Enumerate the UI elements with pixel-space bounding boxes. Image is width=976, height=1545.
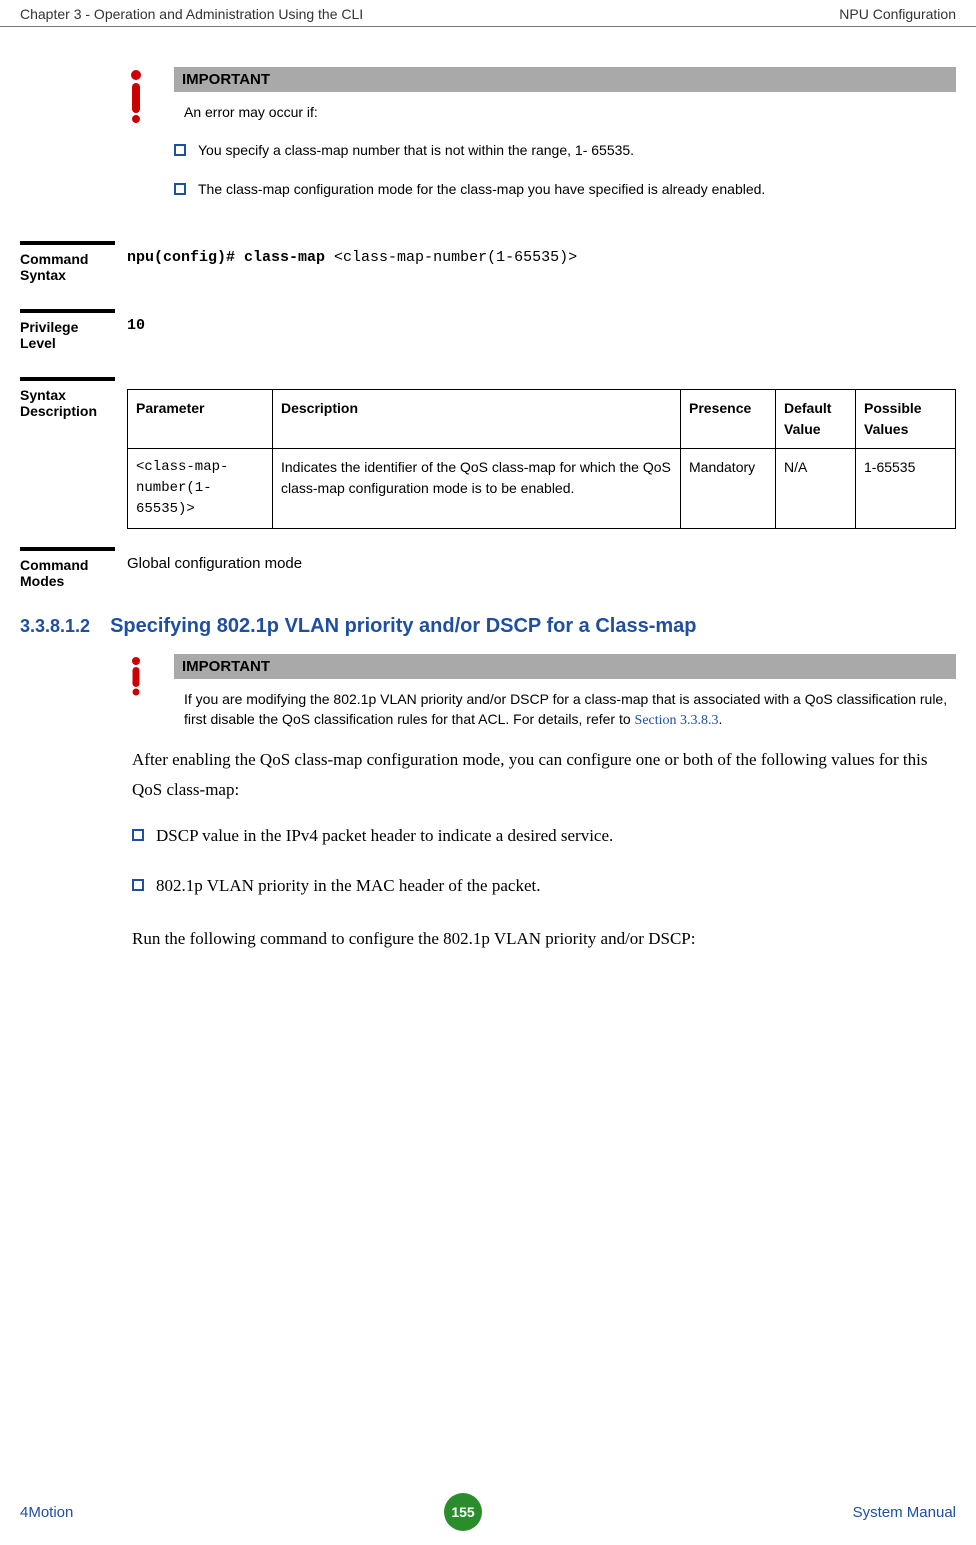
list-item: DSCP value in the IPv4 packet header to …	[132, 823, 956, 849]
col-presence: Presence	[681, 389, 776, 448]
section-link[interactable]: Section 3.3.8.3	[635, 713, 719, 728]
syntax-description-row: Syntax Description Parameter Description…	[20, 377, 956, 529]
bullet-icon	[132, 829, 144, 841]
important-text-span: If you are modifying the 802.1p VLAN pri…	[184, 691, 947, 727]
command-syntax-row: Command Syntax npu(config)# class-map <c…	[20, 241, 956, 283]
important-icon	[112, 67, 160, 123]
page-number: 155	[444, 1493, 482, 1531]
list-item: The class-map configuration mode for the…	[174, 179, 956, 199]
body-paragraph-1: After enabling the QoS class-map configu…	[132, 745, 956, 805]
section-title: Specifying 802.1p VLAN priority and/or D…	[110, 615, 696, 638]
page-footer: 4Motion 155 System Manual	[0, 1493, 976, 1531]
col-possible: Possible Values	[856, 389, 956, 448]
bullet-icon	[174, 144, 186, 156]
footer-left: 4Motion	[20, 1504, 73, 1521]
list-item: 802.1p VLAN priority in the MAC header o…	[132, 873, 956, 899]
footer-right: System Manual	[853, 1504, 956, 1521]
header-right: NPU Configuration	[839, 6, 956, 22]
bullet-text: The class-map configuration mode for the…	[198, 179, 765, 199]
important-note-1: IMPORTANT An error may occur if: You spe…	[112, 67, 956, 217]
cell-description: Indicates the identifier of the QoS clas…	[273, 448, 681, 528]
page: Chapter 3 - Operation and Administration…	[0, 0, 976, 1545]
syntax-description-value: Parameter Description Presence Default V…	[127, 377, 956, 529]
page-header: Chapter 3 - Operation and Administration…	[0, 0, 976, 27]
section-number: 3.3.8.1.2	[20, 616, 90, 637]
command-syntax-value: npu(config)# class-map <class-map-number…	[127, 241, 956, 266]
col-description: Description	[273, 389, 681, 448]
header-left: Chapter 3 - Operation and Administration…	[20, 6, 363, 22]
privilege-level-value: 10	[127, 309, 956, 334]
content-area: IMPORTANT An error may occur if: You spe…	[0, 27, 976, 953]
col-default: Default Value	[776, 389, 856, 448]
command-modes-row: Command Modes Global configuration mode	[20, 547, 956, 589]
command-syntax-label: Command Syntax	[20, 241, 115, 283]
body-bullets: DSCP value in the IPv4 packet header to …	[132, 823, 956, 900]
bullet-text: You specify a class-map number that is n…	[198, 140, 634, 160]
table-row: <class-map-number(1-65535)> Indicates th…	[128, 448, 956, 528]
syntax-description-label: Syntax Description	[20, 377, 115, 419]
command-modes-value: Global configuration mode	[127, 547, 956, 572]
command-syntax-prefix: npu(config)# class-map	[127, 249, 334, 266]
important-icon	[112, 654, 160, 696]
important-note-2: IMPORTANT If you are modifying the 802.1…	[112, 654, 956, 732]
cell-possible: 1-65535	[856, 448, 956, 528]
bullet-icon	[174, 183, 186, 195]
important-text: If you are modifying the 802.1p VLAN pri…	[174, 689, 956, 732]
important-body: IMPORTANT If you are modifying the 802.1…	[174, 654, 956, 732]
privilege-level-label: Privilege Level	[20, 309, 115, 351]
important-body: IMPORTANT An error may occur if: You spe…	[174, 67, 956, 217]
body-paragraph-2: Run the following command to configure t…	[132, 924, 956, 954]
important-bullets: You specify a class-map number that is n…	[174, 140, 956, 199]
command-syntax-arg: <class-map-number(1-65535)>	[334, 249, 577, 266]
bullet-icon	[132, 879, 144, 891]
table-header-row: Parameter Description Presence Default V…	[128, 389, 956, 448]
important-lead: An error may occur if:	[174, 102, 956, 122]
important-title: IMPORTANT	[174, 67, 956, 92]
cell-parameter: <class-map-number(1-65535)>	[128, 448, 273, 528]
important-tail: .	[719, 711, 723, 727]
col-parameter: Parameter	[128, 389, 273, 448]
command-modes-label: Command Modes	[20, 547, 115, 589]
section-heading: 3.3.8.1.2 Specifying 802.1p VLAN priorit…	[20, 615, 956, 638]
cell-default: N/A	[776, 448, 856, 528]
list-item: You specify a class-map number that is n…	[174, 140, 956, 160]
important-title: IMPORTANT	[174, 654, 956, 679]
bullet-text: 802.1p VLAN priority in the MAC header o…	[156, 873, 540, 899]
cell-presence: Mandatory	[681, 448, 776, 528]
bullet-text: DSCP value in the IPv4 packet header to …	[156, 823, 613, 849]
privilege-level-row: Privilege Level 10	[20, 309, 956, 351]
syntax-table: Parameter Description Presence Default V…	[127, 389, 956, 529]
